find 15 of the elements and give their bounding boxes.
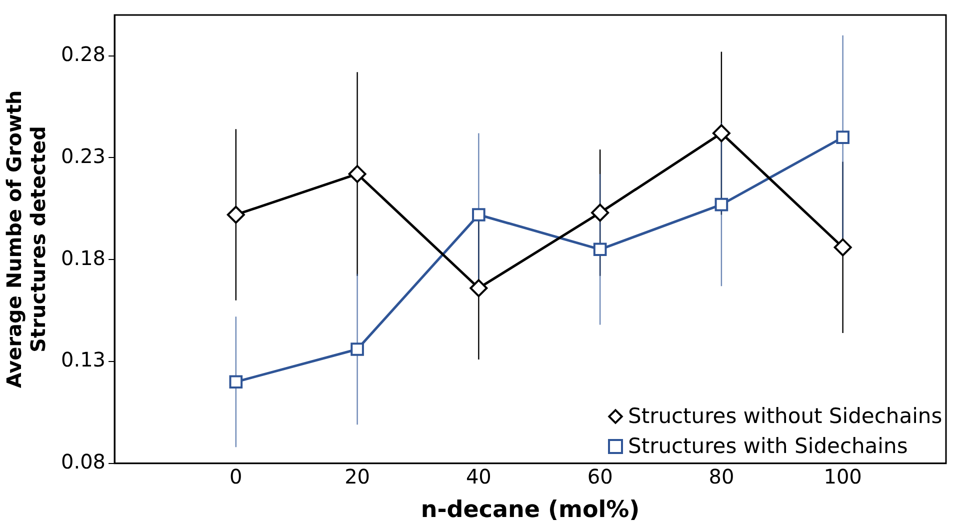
y-tick-label: 0.28 <box>61 42 106 66</box>
x-tick-label: 60 <box>587 464 613 489</box>
x-tick-label: 100 <box>824 464 862 489</box>
x-tick-label: 0 <box>230 464 242 489</box>
x-axis-title: n-decane (mol%) <box>420 497 640 524</box>
legend-label: Structures with Sidechains <box>628 433 908 460</box>
y-tick-label: 0.13 <box>61 348 106 372</box>
y-tick-label: 0.23 <box>61 144 106 168</box>
y-tick-label: 0.08 <box>61 450 106 474</box>
x-tick-label: 80 <box>708 464 734 489</box>
x-tick-label: 40 <box>466 464 492 489</box>
legend-label: Structures without Sidechains <box>628 403 942 430</box>
y-tick-label: 0.18 <box>61 246 106 270</box>
y-axis-title: Average Numbe of Growth Structures detected <box>2 90 50 388</box>
x-tick-label: 20 <box>344 464 370 489</box>
